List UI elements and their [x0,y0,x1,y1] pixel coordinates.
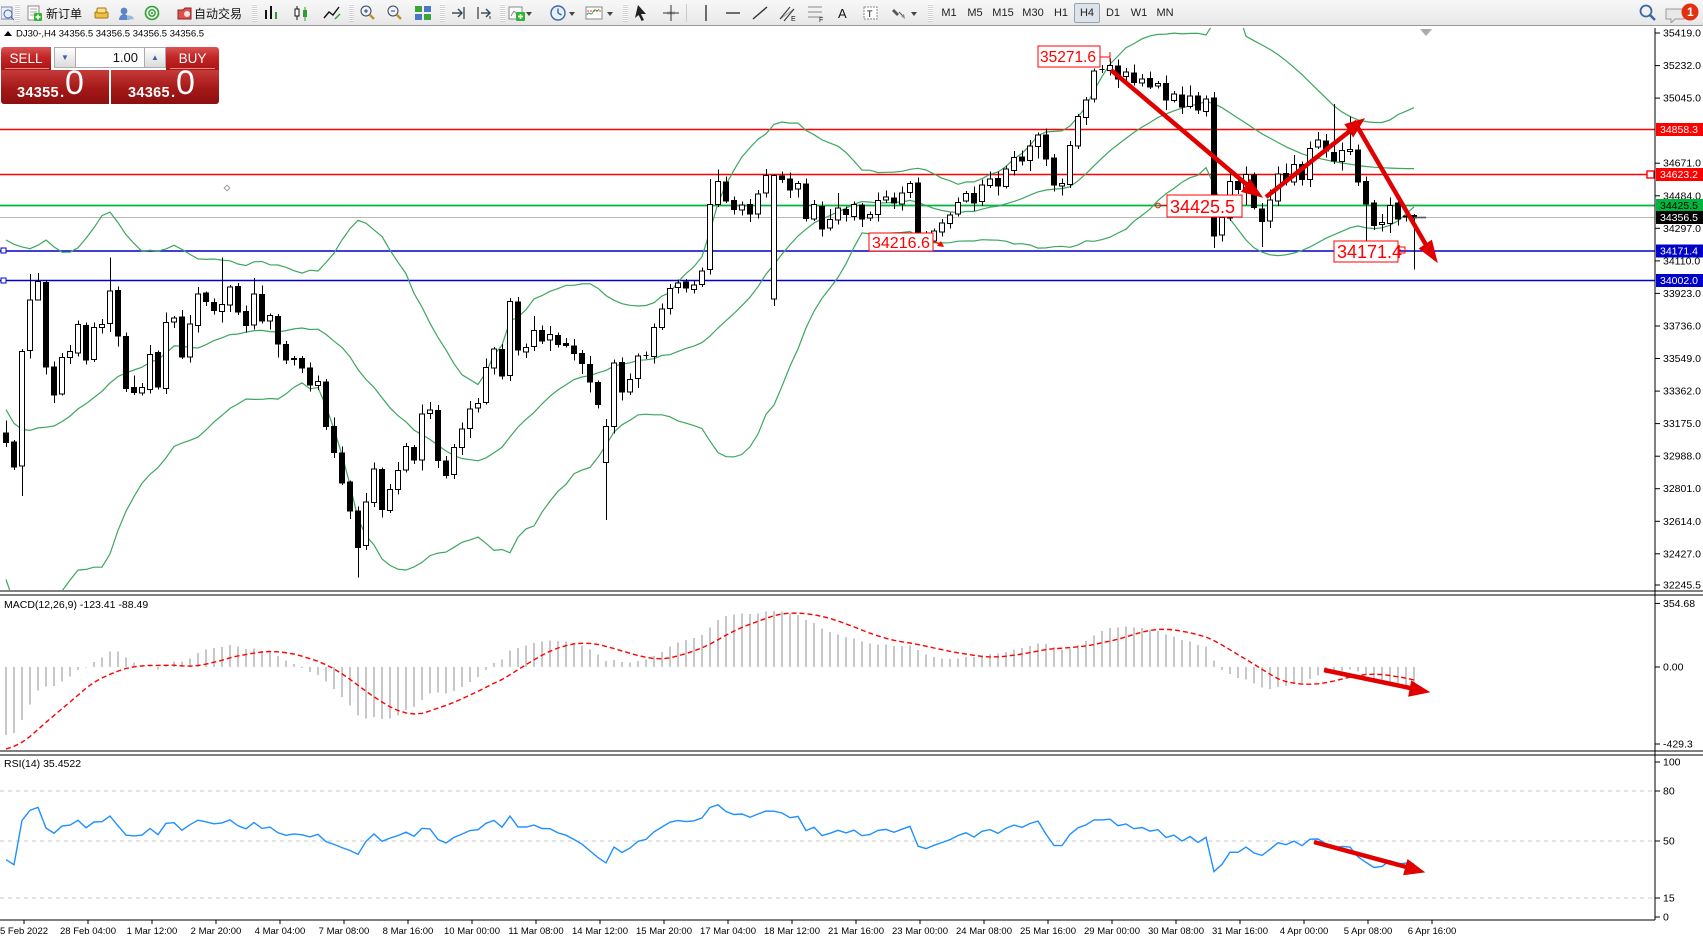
svg-text:32988.0: 32988.0 [1663,451,1701,463]
svg-text:33923.0: 33923.0 [1663,288,1701,300]
svg-text:35045.0: 35045.0 [1663,93,1701,105]
svg-text:34110.0: 34110.0 [1663,255,1700,267]
svg-text:34425.5: 34425.5 [1660,200,1698,212]
svg-text:2 Mar 20:00: 2 Mar 20:00 [191,926,242,937]
svg-text:25 Mar 16:00: 25 Mar 16:00 [1020,926,1076,937]
svg-text:33736.0: 33736.0 [1663,321,1701,333]
svg-text:34171.4: 34171.4 [1660,246,1698,258]
svg-text:0: 0 [1663,912,1669,924]
svg-text:32245.5: 32245.5 [1663,580,1701,592]
svg-text:MACD(12,26,9) -123.41 -88.49: MACD(12,26,9) -123.41 -88.49 [4,599,148,611]
svg-text:4 Mar 04:00: 4 Mar 04:00 [255,926,306,937]
svg-text:-429.3: -429.3 [1663,739,1693,751]
svg-text:6 Apr 16:00: 6 Apr 16:00 [1408,926,1457,937]
svg-text:34858.3: 34858.3 [1660,124,1698,136]
svg-text:32427.0: 32427.0 [1663,548,1701,560]
svg-text:5 Apr 08:00: 5 Apr 08:00 [1344,926,1393,937]
svg-text:4 Apr 00:00: 4 Apr 00:00 [1280,926,1329,937]
svg-text:34356.5: 34356.5 [1660,212,1698,224]
svg-text:15: 15 [1663,893,1675,905]
svg-text:34171.4: 34171.4 [1337,242,1402,262]
svg-text:21 Mar 16:00: 21 Mar 16:00 [828,926,884,937]
svg-text:34216.6: 34216.6 [872,235,930,252]
svg-text:100: 100 [1663,757,1681,769]
svg-text:0.00: 0.00 [1663,662,1684,674]
svg-text:35232.0: 35232.0 [1663,60,1701,72]
svg-text:18 Mar 12:00: 18 Mar 12:00 [764,926,820,937]
svg-text:17 Mar 04:00: 17 Mar 04:00 [700,926,756,937]
svg-text:31 Mar 16:00: 31 Mar 16:00 [1212,926,1268,937]
svg-text:32801.0: 32801.0 [1663,483,1701,495]
svg-text:15 Mar 20:00: 15 Mar 20:00 [636,926,692,937]
svg-text:34002.0: 34002.0 [1660,275,1698,287]
svg-text:35271.6: 35271.6 [1040,49,1096,66]
svg-text:1: 1 [1687,5,1694,19]
svg-text:RSI(14) 35.4522: RSI(14) 35.4522 [4,758,81,770]
svg-text:28 Feb 04:00: 28 Feb 04:00 [60,926,116,937]
svg-text:33175.0: 33175.0 [1663,418,1701,430]
svg-text:5 Feb 2022: 5 Feb 2022 [0,926,48,937]
svg-text:33362.0: 33362.0 [1663,386,1701,398]
svg-text:8 Mar 16:00: 8 Mar 16:00 [383,926,434,937]
svg-text:T: T [867,9,873,19]
svg-text:11 Mar 08:00: 11 Mar 08:00 [508,926,563,937]
svg-text:32614.0: 32614.0 [1663,516,1701,528]
svg-text:354.68: 354.68 [1663,598,1695,610]
svg-text:14 Mar 12:00: 14 Mar 12:00 [572,926,628,937]
svg-text:23 Mar 00:00: 23 Mar 00:00 [892,926,948,937]
svg-text:24 Mar 08:00: 24 Mar 08:00 [956,926,1012,937]
svg-text:29 Mar 00:00: 29 Mar 00:00 [1084,926,1140,937]
svg-text:30 Mar 08:00: 30 Mar 08:00 [1148,926,1204,937]
svg-text:34623.2: 34623.2 [1660,169,1698,181]
svg-text:DJ30-,H4 34356.5 34356.5 3435: DJ30-,H4 34356.5 34356.5 34356.5 34356.5 [16,29,204,40]
svg-text:10 Mar 00:00: 10 Mar 00:00 [444,926,500,937]
svg-text:34671.0: 34671.0 [1663,158,1701,170]
svg-text:80: 80 [1663,786,1675,798]
svg-text:7 Mar 08:00: 7 Mar 08:00 [319,926,370,937]
svg-text:50: 50 [1663,836,1675,848]
svg-text:34425.5: 34425.5 [1170,197,1235,217]
svg-text:F: F [819,17,823,23]
svg-text:1 Mar 12:00: 1 Mar 12:00 [127,926,178,937]
svg-text:E: E [791,16,796,23]
svg-text:33549.0: 33549.0 [1663,353,1701,365]
svg-text:34297.0: 34297.0 [1663,223,1701,235]
svg-text:35419.0: 35419.0 [1663,28,1701,40]
